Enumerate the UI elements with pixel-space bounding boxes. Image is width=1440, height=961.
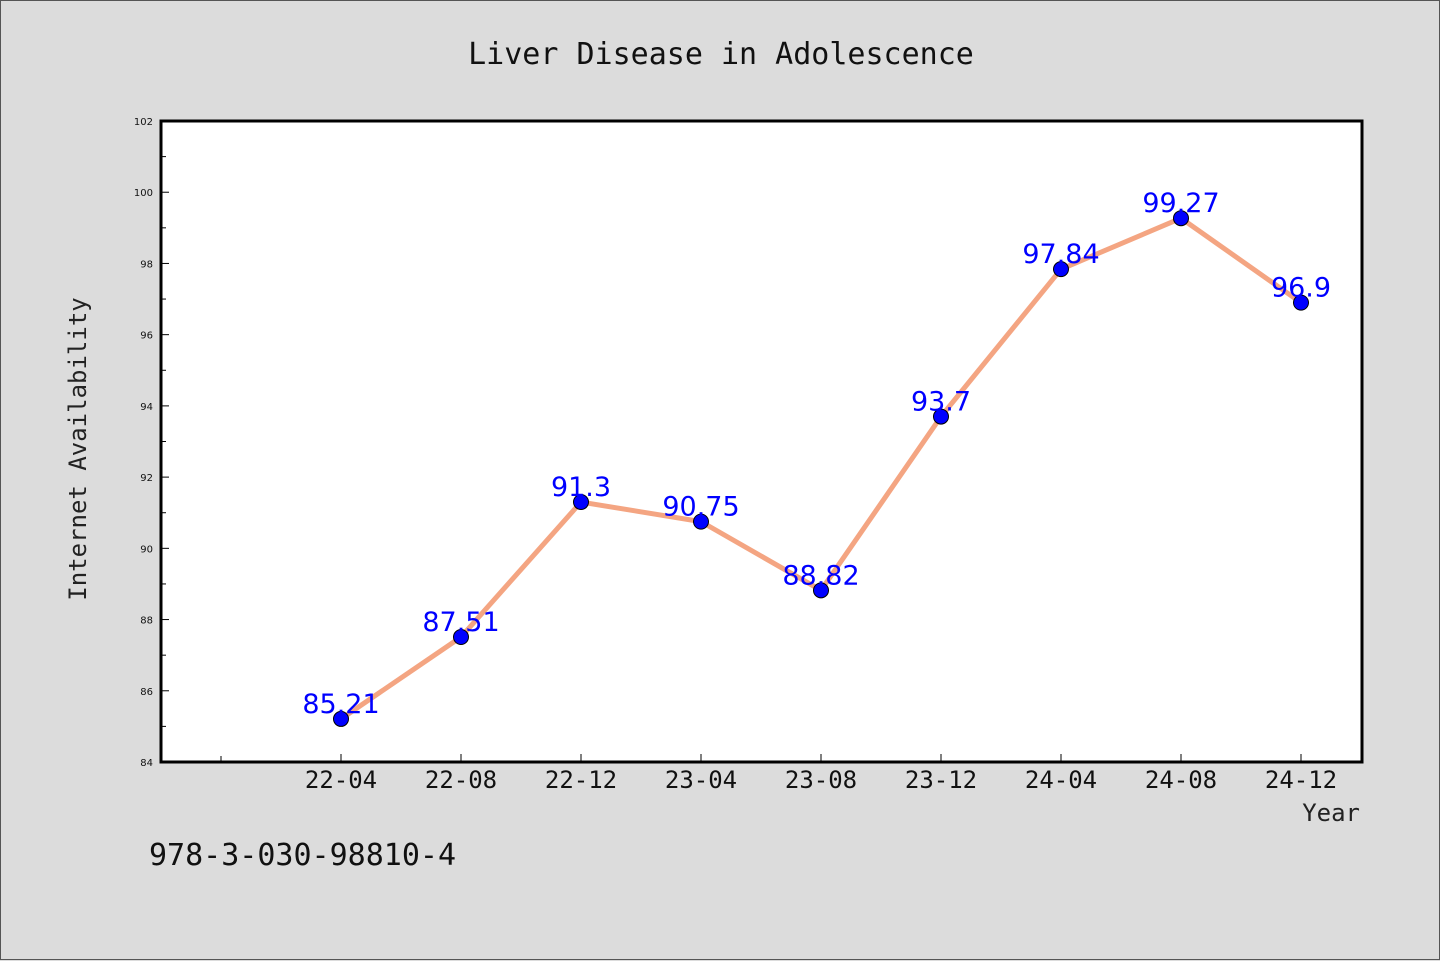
y-tick-label: 90: [140, 544, 153, 555]
data-point: [693, 513, 709, 530]
chart-title: Liver Disease in Adolescence: [468, 37, 974, 72]
data-label: 90.75: [662, 492, 739, 523]
data-point: [1293, 294, 1309, 311]
data-label: 88.82: [782, 560, 859, 591]
data-label: 85.21: [302, 689, 379, 720]
x-tick-label: 24-12: [1265, 766, 1337, 794]
data-label: 91.3: [551, 472, 611, 503]
y-tick-label: 86: [140, 687, 153, 698]
data-point: [1173, 210, 1189, 227]
y-tick-label: 88: [140, 616, 153, 627]
isbn-text: 978-3-030-98810-4: [149, 838, 456, 873]
x-tick-label: 22-12: [545, 766, 617, 794]
x-axis-label: Year: [1302, 799, 1360, 827]
data-label: 96.9: [1271, 273, 1331, 304]
data-point: [573, 494, 589, 511]
y-tick-label: 100: [134, 188, 153, 199]
data-label: 99.27: [1142, 188, 1219, 219]
x-tick-label: 23-04: [665, 766, 737, 794]
data-point: [1053, 261, 1069, 278]
data-point: [933, 408, 949, 425]
x-tick-label: 22-08: [425, 766, 497, 794]
y-axis-label: Internet Availability: [64, 297, 92, 600]
data-label: 87.51: [422, 607, 499, 638]
series-layer: [333, 210, 1309, 727]
data-point: [813, 582, 829, 599]
data-point: [453, 629, 469, 646]
x-tick-label: 22-04: [305, 766, 377, 794]
data-label: 93.7: [911, 387, 971, 418]
y-tick-label: 98: [140, 259, 153, 270]
x-axis: 22-04 22-08 22-12 23-04 23-08 23-12 24-04 24-08…: [220, 754, 1337, 794]
y-tick-label: 96: [140, 331, 153, 342]
y-tick-label: 94: [140, 402, 153, 413]
x-tick-label: 23-12: [905, 766, 977, 794]
x-tick-label: 24-08: [1145, 766, 1217, 794]
y-axis: 84 86 88 90 92 94 96 98 100 102: [134, 117, 169, 769]
y-tick-label: 92: [140, 473, 153, 484]
data-label: 97.84: [1022, 239, 1099, 270]
data-labels: 85.21 87.51 91.3 90.75 88.82 93.7 97.84 99.27 96…: [302, 188, 1331, 720]
x-tick-label: 23-08: [785, 766, 857, 794]
data-point: [333, 710, 349, 727]
x-tick-label: 24-04: [1025, 766, 1097, 794]
y-tick-label: 84: [140, 758, 153, 769]
y-tick-label: 102: [134, 117, 153, 128]
